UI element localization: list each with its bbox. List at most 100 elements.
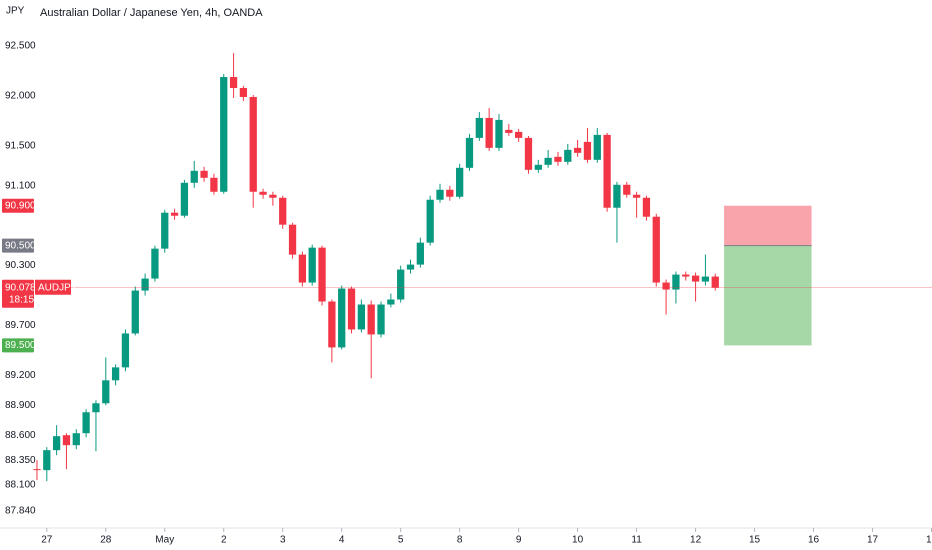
candle-body bbox=[367, 304, 375, 335]
candle-body bbox=[43, 450, 51, 471]
y-tick-label: 88.900 bbox=[5, 400, 36, 411]
y-tick-label: 89.700 bbox=[5, 320, 36, 331]
candle-body bbox=[92, 403, 100, 413]
x-tick-label: 4 bbox=[339, 535, 345, 546]
candle-body bbox=[436, 189, 444, 200]
candle-body bbox=[377, 304, 385, 335]
symbol-box bbox=[35, 279, 71, 295]
candle-body bbox=[564, 149, 572, 162]
candle-body bbox=[269, 194, 277, 198]
x-tick-label: 12 bbox=[690, 535, 702, 546]
stop-label: 90.900 bbox=[5, 200, 36, 211]
last-price-label: 90.078 bbox=[5, 282, 36, 293]
candle-body bbox=[170, 212, 179, 216]
candle-body bbox=[141, 278, 149, 291]
y-tick-label: 88.100 bbox=[5, 480, 36, 491]
candle-body bbox=[190, 170, 198, 183]
candle-body bbox=[121, 333, 130, 368]
candle-body bbox=[505, 129, 513, 133]
candle-body bbox=[662, 282, 670, 290]
candle-body bbox=[465, 137, 474, 168]
axis-unit: JPY bbox=[6, 6, 25, 17]
candle-body bbox=[583, 141, 592, 160]
candle-body bbox=[318, 247, 326, 302]
candle-body bbox=[524, 137, 533, 170]
x-tick-label: May bbox=[155, 535, 174, 546]
entry-box bbox=[2, 238, 34, 253]
x-tick-label: 27 bbox=[41, 535, 53, 546]
x-tick-label: 16 bbox=[808, 535, 820, 546]
candle-body bbox=[534, 164, 542, 170]
candle-body bbox=[82, 412, 90, 434]
candle-body bbox=[632, 194, 641, 198]
candle-body bbox=[210, 177, 218, 192]
candle-body bbox=[446, 189, 454, 197]
x-tick-label: 10 bbox=[572, 535, 584, 546]
y-tick-label: 89.200 bbox=[5, 370, 36, 381]
stop-box bbox=[2, 198, 34, 213]
candle-body bbox=[475, 117, 483, 138]
countdown-label: 18:15 bbox=[9, 294, 34, 305]
candle-body bbox=[603, 134, 611, 208]
y-tick-label: 92.500 bbox=[5, 41, 36, 52]
candle-body bbox=[711, 276, 719, 288]
candle-body bbox=[102, 380, 110, 404]
y-tick-label: 91.500 bbox=[5, 141, 36, 152]
candle-body bbox=[515, 131, 523, 138]
candle-body bbox=[279, 197, 287, 225]
x-tick-label: 5 bbox=[398, 535, 404, 546]
candle-body bbox=[406, 264, 415, 270]
candle-body bbox=[161, 212, 169, 249]
candle-body bbox=[328, 301, 336, 348]
candle-body bbox=[397, 269, 405, 300]
candle-body bbox=[593, 134, 601, 160]
x-tick-label: 18 bbox=[926, 535, 932, 546]
candle-body bbox=[652, 216, 660, 283]
candle-body bbox=[387, 299, 395, 305]
candle-body bbox=[554, 156, 562, 162]
candle-body bbox=[613, 184, 621, 208]
candle-body bbox=[249, 96, 257, 192]
chart-title: Australian Dollar / Japanese Yen, 4h, OA… bbox=[40, 7, 263, 19]
candle-body bbox=[682, 274, 690, 277]
x-tick-label: 3 bbox=[280, 535, 286, 546]
candle-body bbox=[259, 191, 267, 195]
candle-body bbox=[62, 435, 71, 446]
candle-body bbox=[672, 274, 680, 290]
x-tick-label: 8 bbox=[457, 535, 463, 546]
y-tick-label: 87.840 bbox=[5, 506, 36, 517]
candle-body bbox=[544, 157, 552, 165]
candle-body bbox=[308, 247, 316, 283]
target-zone bbox=[724, 245, 812, 346]
candle-body bbox=[691, 275, 700, 282]
y-tick-label: 92.000 bbox=[5, 91, 36, 102]
candle-body bbox=[701, 276, 710, 282]
x-tick-label: 9 bbox=[516, 535, 522, 546]
candle-body bbox=[131, 290, 139, 334]
candle-body bbox=[200, 170, 208, 178]
last-price-box bbox=[2, 279, 34, 308]
candle-body bbox=[338, 288, 346, 348]
entry-label: 90.500 bbox=[5, 240, 36, 251]
candle-body bbox=[220, 77, 228, 192]
y-tick-label: 91.100 bbox=[5, 180, 36, 191]
y-tick-label: 90.300 bbox=[5, 260, 36, 271]
candle-body bbox=[239, 87, 248, 97]
candle-body bbox=[347, 288, 356, 330]
candle-body bbox=[180, 182, 189, 216]
y-tick-label: 88.350 bbox=[5, 455, 36, 466]
x-tick-label: 17 bbox=[867, 535, 879, 546]
candle-body bbox=[52, 436, 61, 451]
x-tick-label: 2 bbox=[221, 535, 227, 546]
candle-body bbox=[288, 224, 297, 255]
candle-body bbox=[642, 197, 651, 217]
symbol-label: AUDJPY bbox=[38, 282, 78, 293]
y-tick-label: 88.600 bbox=[5, 430, 36, 441]
candle-body bbox=[456, 167, 464, 197]
candle-body bbox=[495, 119, 503, 148]
stop-zone bbox=[724, 205, 812, 246]
candle-body bbox=[151, 248, 159, 279]
candle-body bbox=[485, 117, 493, 148]
x-tick-label: 28 bbox=[100, 535, 112, 546]
